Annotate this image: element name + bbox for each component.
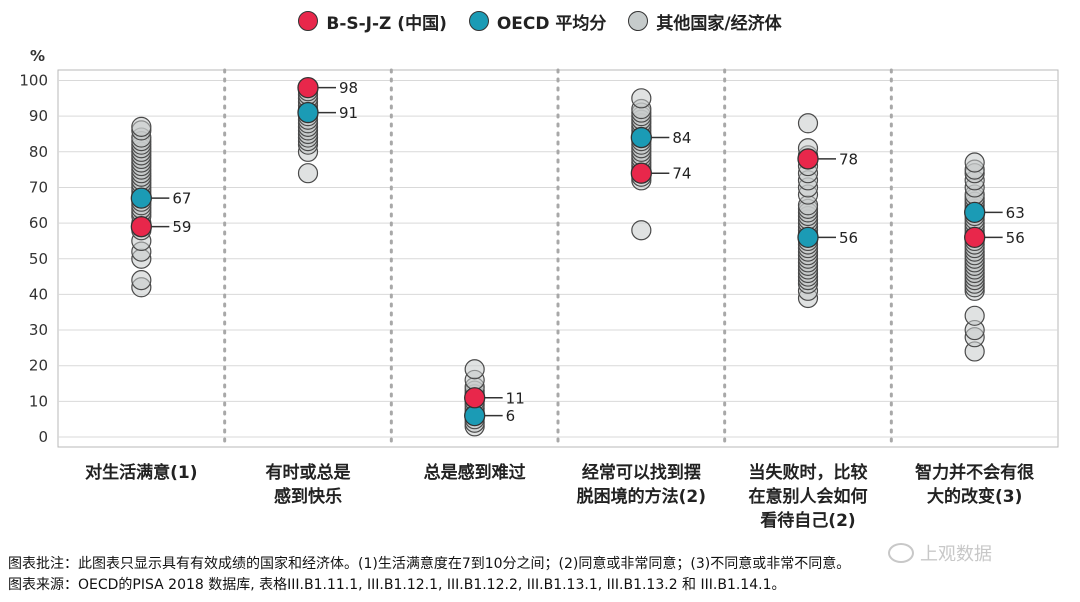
watermark-text: 上观数据 — [920, 544, 992, 565]
y-tick-label: 30 — [29, 321, 48, 339]
category-label: 当失败时，比较在意别人会如何看待自己(2) — [749, 462, 868, 531]
oecd-point — [797, 226, 819, 249]
bsjz-point — [464, 387, 486, 409]
legend-dot-bsjz — [298, 11, 319, 31]
bsjz-point — [964, 226, 986, 249]
category-label-line: 总是感到难过 — [424, 462, 526, 483]
bsjz-data-label: 78 — [839, 150, 858, 168]
bsjz-data-label: 11 — [506, 389, 525, 407]
category-label-line: 智力并不会有很 — [915, 462, 1034, 483]
oecd-point — [130, 187, 152, 209]
category-label: 对生活满意(1) — [85, 462, 197, 483]
other-country-point — [631, 220, 652, 241]
category-label-line: 感到快乐 — [274, 486, 342, 507]
category-label: 总是感到难过 — [424, 462, 526, 483]
y-tick-label: 60 — [29, 214, 48, 232]
legend-dot-others — [628, 11, 649, 31]
category-label-line: 当失败时，比较 — [749, 462, 868, 483]
oecd-point — [297, 101, 319, 124]
y-tick-label: 100 — [19, 72, 48, 90]
bsjz-data-label: 59 — [172, 218, 191, 236]
legend-label-others: 其他国家/经济体 — [656, 13, 782, 34]
y-tick-label: 40 — [29, 285, 48, 303]
other-country-point — [964, 305, 985, 326]
category-label-line: 对生活满意(1) — [85, 462, 197, 483]
other-country-point — [131, 116, 152, 137]
scatter-chart: 0 10 20 30 40 50 60 70 80 90 100% 对生活满意(1) 有时或总是感到快乐… — [19, 47, 1059, 531]
chart-note: 图表批注：此图表只显示具有有效成绩的国家和经济体。(1)生活满意度在7到10分之… — [8, 556, 851, 572]
category-label-line: 大的改变(3) — [927, 486, 1022, 507]
legend-label-bsjz: B-S-J-Z (中国) — [326, 13, 447, 34]
category-label: 经常可以找到摆脱困境的方法(2) — [577, 462, 706, 507]
y-tick-label: 70 — [29, 178, 48, 196]
y-tick-label: 0 — [38, 428, 48, 446]
oecd-data-label: 6 — [506, 407, 516, 425]
oecd-point — [464, 404, 486, 427]
y-tick-label: 20 — [29, 357, 48, 375]
legend-dot-oecd — [468, 11, 489, 31]
category-label: 智力并不会有很大的改变(3) — [915, 462, 1034, 507]
y-tick-label: 80 — [29, 143, 48, 161]
other-country-point — [964, 152, 985, 173]
other-country-point — [797, 113, 819, 134]
bsjz-data-label: 74 — [672, 165, 691, 183]
legend-label-oecd: OECD 平均分 — [496, 13, 607, 34]
oecd-data-label: 91 — [339, 104, 358, 122]
bsjz-data-label: 56 — [1006, 229, 1025, 247]
legend-item-bsjz: B-S-J-Z (中国) — [298, 9, 447, 34]
bsjz-point — [797, 148, 819, 170]
oecd-point — [964, 201, 986, 224]
y-tick-label: 10 — [29, 392, 48, 410]
bsjz-point — [297, 76, 319, 99]
legend-item-oecd: OECD 平均分 — [468, 9, 607, 34]
wechat-icon — [888, 543, 914, 563]
y-axis-label: % — [30, 47, 45, 65]
chart-legend: B-S-J-Z (中国) OECD 平均分 其他国家/经济体 — [0, 6, 1080, 36]
oecd-data-label: 63 — [1006, 204, 1025, 222]
bsjz-data-label: 98 — [339, 79, 358, 97]
category-label-line: 在意别人会如何 — [749, 486, 868, 507]
other-country-point — [131, 270, 152, 291]
bsjz-point — [130, 216, 152, 238]
watermark: 上观数据 — [888, 540, 992, 566]
oecd-data-label: 84 — [672, 129, 691, 147]
oecd-point — [630, 126, 652, 149]
legend-item-others: 其他国家/经济体 — [628, 9, 782, 34]
other-country-point — [464, 359, 485, 380]
oecd-data-label: 56 — [839, 229, 858, 247]
bsjz-point — [630, 162, 652, 184]
category-label: 有时或总是感到快乐 — [266, 462, 351, 507]
oecd-data-label: 67 — [172, 190, 191, 208]
category-label-line: 有时或总是 — [266, 462, 351, 483]
category-label-line: 脱困境的方法(2) — [577, 486, 706, 507]
other-country-point — [297, 163, 319, 184]
other-country-point — [631, 88, 652, 109]
chart-source: 图表来源：OECD的PISA 2018 数据库, 表格III.B1.11.1, … — [8, 577, 786, 593]
category-label-line: 看待自己(2) — [759, 510, 855, 531]
category-label-line: 经常可以找到摆 — [582, 462, 701, 483]
y-tick-label: 90 — [29, 107, 48, 125]
y-tick-label: 50 — [29, 250, 48, 268]
